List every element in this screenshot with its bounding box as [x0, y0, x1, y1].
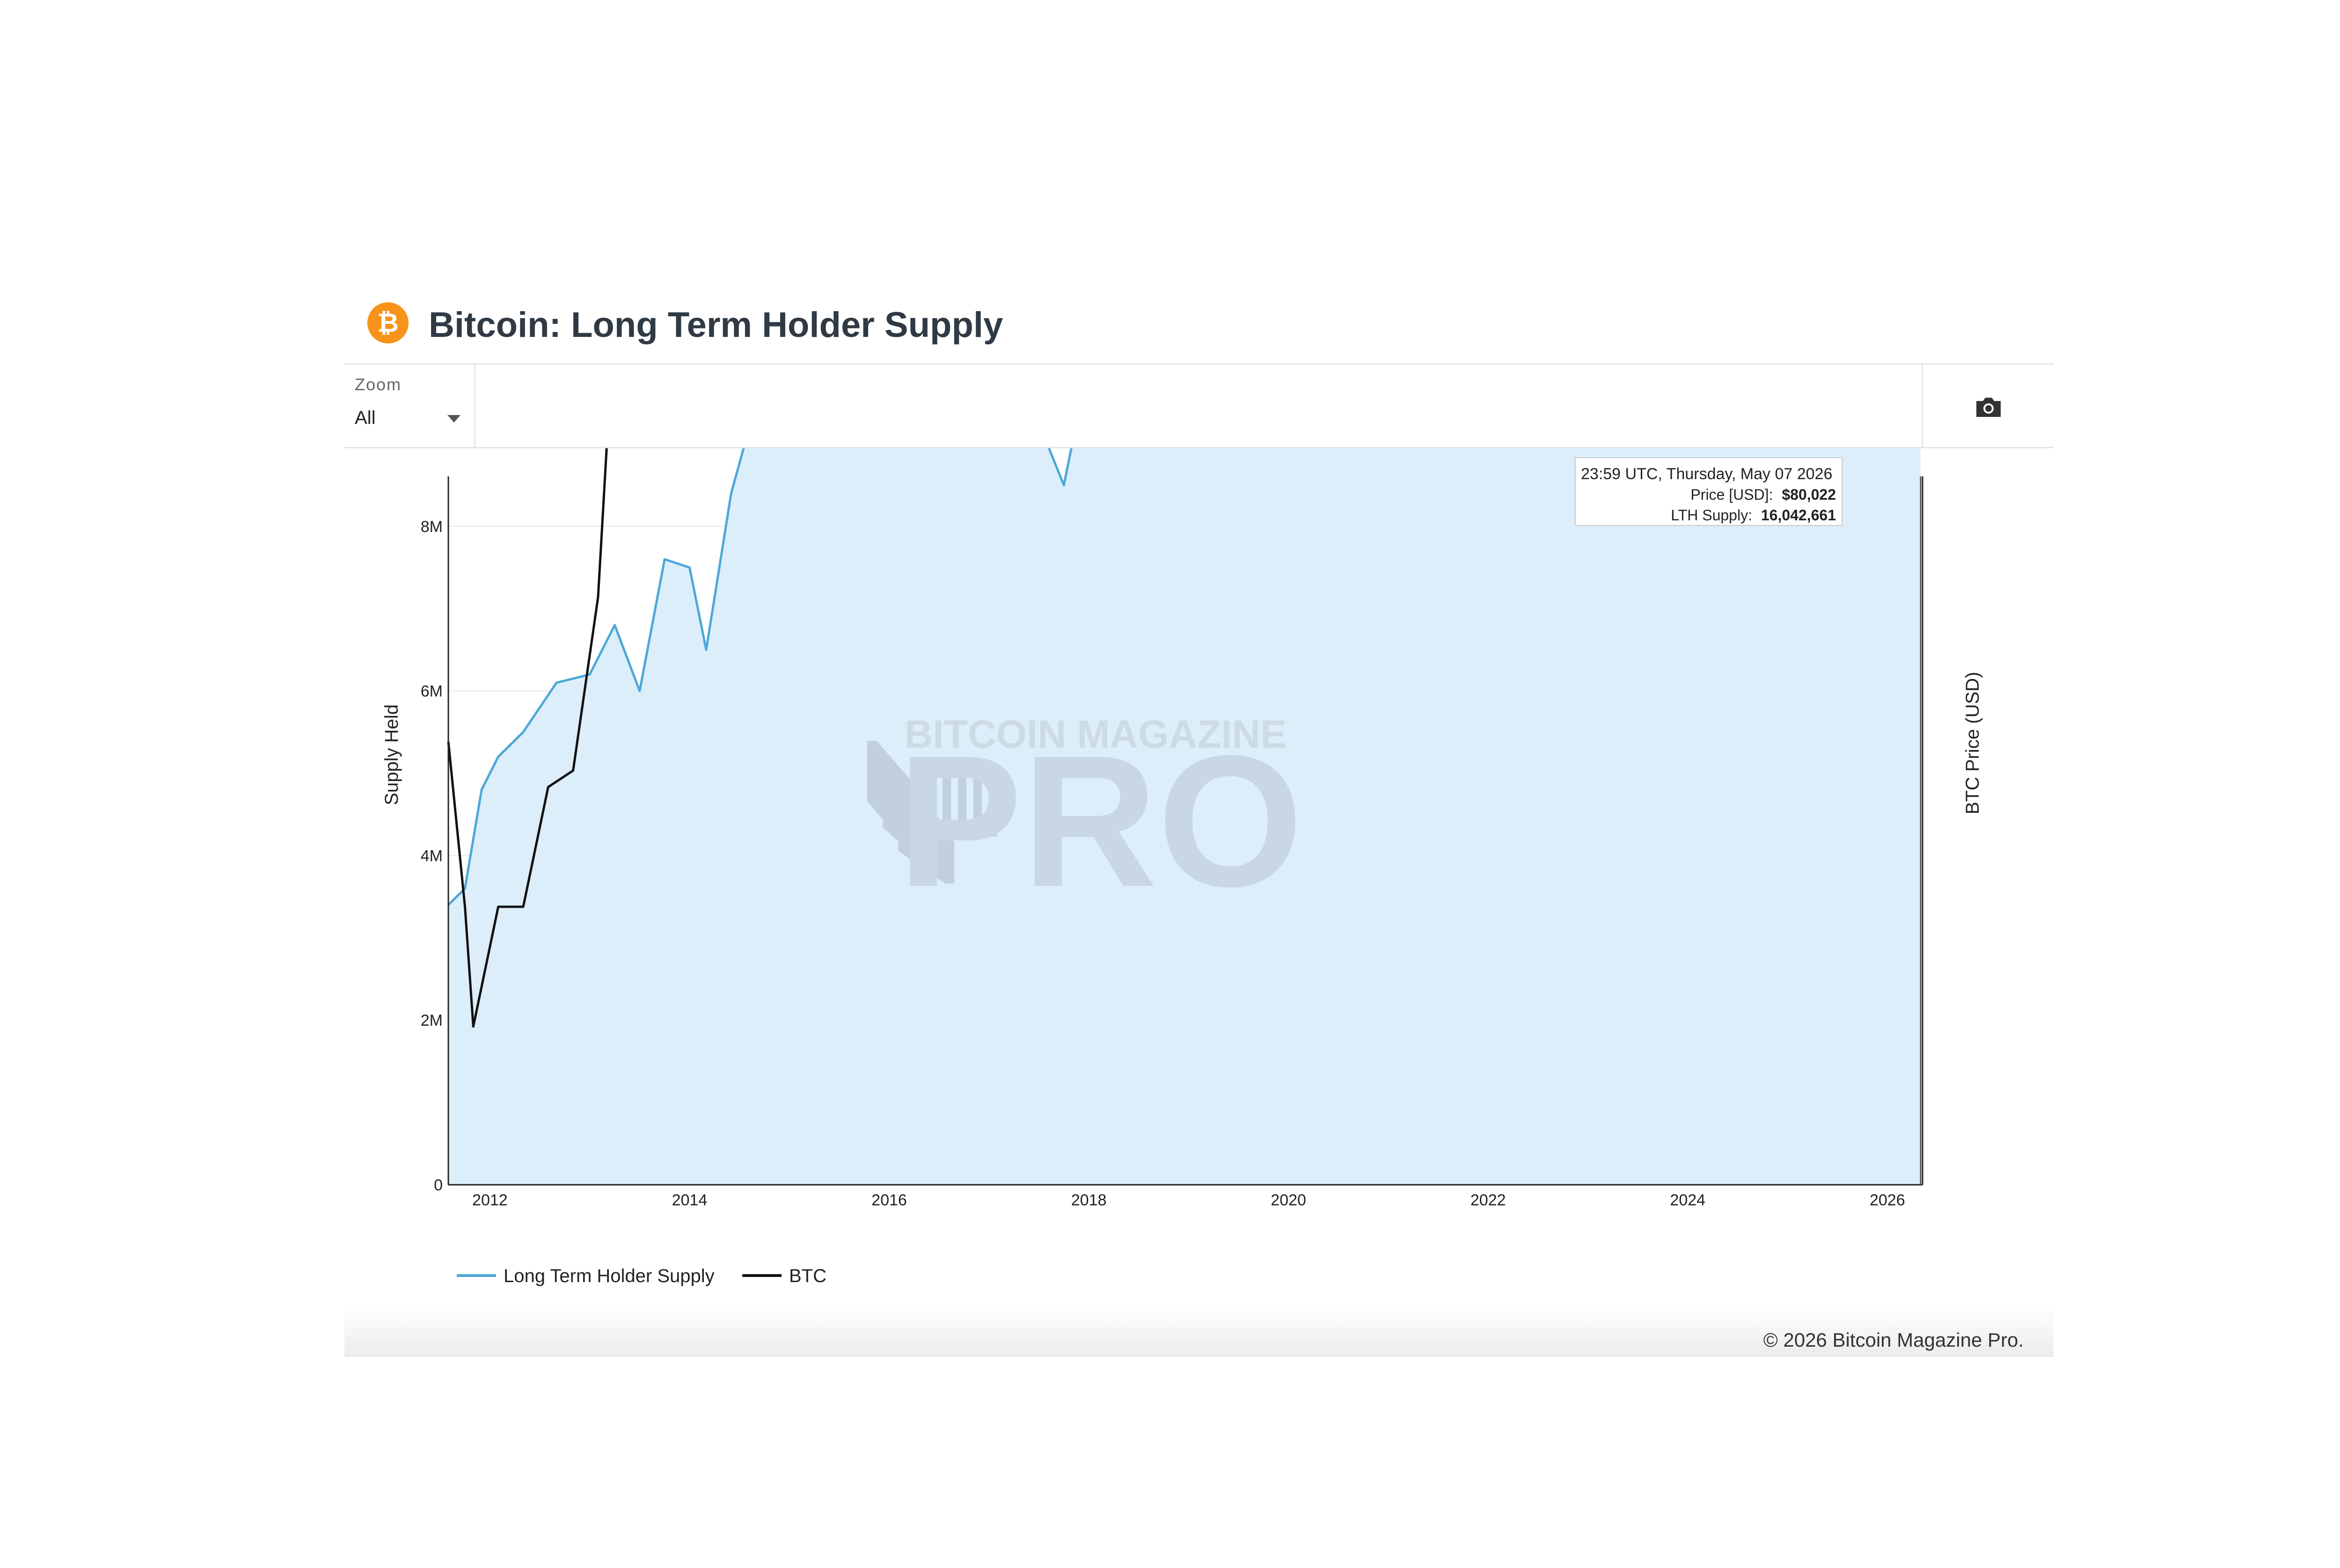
hover-layer: 23:59 UTC, Thursday, May 07 2026 Price […	[1575, 457, 1922, 1185]
y-tick-label: 6M	[421, 683, 443, 700]
x-tick-label: 2020	[1271, 1191, 1306, 1209]
hover-price-value: $80,022	[1782, 486, 1836, 503]
x-tick-label: 2018	[1071, 1191, 1107, 1209]
svg-text:₿: ₿	[377, 308, 399, 337]
legend-item-lth-supply[interactable]: Long Term Holder Supply	[457, 1266, 715, 1286]
chart-area: BITCOIN MAGAZINE PRO 02M4M6M8M10M12M14M1…	[344, 0, 2054, 1357]
hover-price-label: Price [USD]:	[1690, 486, 1773, 503]
y-tick-label: 8M	[421, 518, 443, 536]
y-axis-title: Supply Held	[381, 704, 402, 805]
hover-tooltip	[1575, 457, 1843, 526]
copyright-text: © 2026 Bitcoin Magazine Pro.	[1763, 1329, 2024, 1351]
footer-background	[344, 1305, 2054, 1357]
legend-label-lth: Long Term Holder Supply	[504, 1266, 715, 1286]
legend-label-btc: BTC	[789, 1266, 826, 1286]
page-title: Bitcoin: Long Term Holder Supply	[429, 305, 1003, 345]
y2-axis-title: BTC Price (USD)	[1962, 672, 1983, 814]
hover-date: 23:59 UTC, Thursday, May 07 2026	[1581, 465, 1832, 483]
watermark: BITCOIN MAGAZINE PRO	[867, 712, 1303, 926]
y-tick-label: 4M	[421, 847, 443, 865]
chart-widget: ₿ Bitcoin: Long Term Holder Supply Zoom …	[344, 0, 2054, 1357]
chart-header: ₿ Bitcoin: Long Term Holder Supply	[344, 285, 2054, 363]
y-tick-label: 0	[434, 1176, 443, 1194]
hover-supply-row: LTH Supply: 16,042,661	[1671, 507, 1836, 524]
chart-legend: Long Term Holder Supply BTC	[457, 1266, 826, 1286]
hover-supply-value: 16,042,661	[1761, 507, 1836, 524]
x-tick-label: 2024	[1670, 1191, 1705, 1209]
x-tick-label: 2012	[472, 1191, 508, 1209]
watermark-line1: BITCOIN MAGAZINE	[905, 712, 1287, 756]
zoom-select[interactable]: Zoom All	[344, 365, 475, 447]
x-tick-label: 2016	[871, 1191, 907, 1209]
y-tick-label: 2M	[421, 1012, 443, 1029]
camera-icon[interactable]	[1974, 395, 2003, 419]
x-tick-label: 2014	[672, 1191, 708, 1209]
toolbar-actions	[1922, 365, 2054, 447]
watermark-bars-icon	[867, 741, 997, 883]
chevron-down-icon[interactable]	[447, 415, 461, 423]
zoom-value[interactable]: All	[355, 408, 376, 428]
legend-item-btc[interactable]: BTC	[742, 1266, 826, 1286]
chart-toolbar: Zoom All	[344, 363, 2054, 448]
hover-price-row: Price [USD]: $80,022	[1690, 486, 1836, 503]
watermark-line2: PRO	[898, 716, 1303, 926]
bitcoin-logo-icon: ₿	[367, 302, 409, 343]
x-tick-label: 2026	[1870, 1191, 1905, 1209]
zoom-label: Zoom	[355, 375, 402, 394]
chart-svg[interactable]: BITCOIN MAGAZINE PRO 02M4M6M8M10M12M14M1…	[344, 0, 2054, 1357]
x-tick-label: 2022	[1470, 1191, 1506, 1209]
hover-supply-label: LTH Supply:	[1671, 507, 1752, 524]
